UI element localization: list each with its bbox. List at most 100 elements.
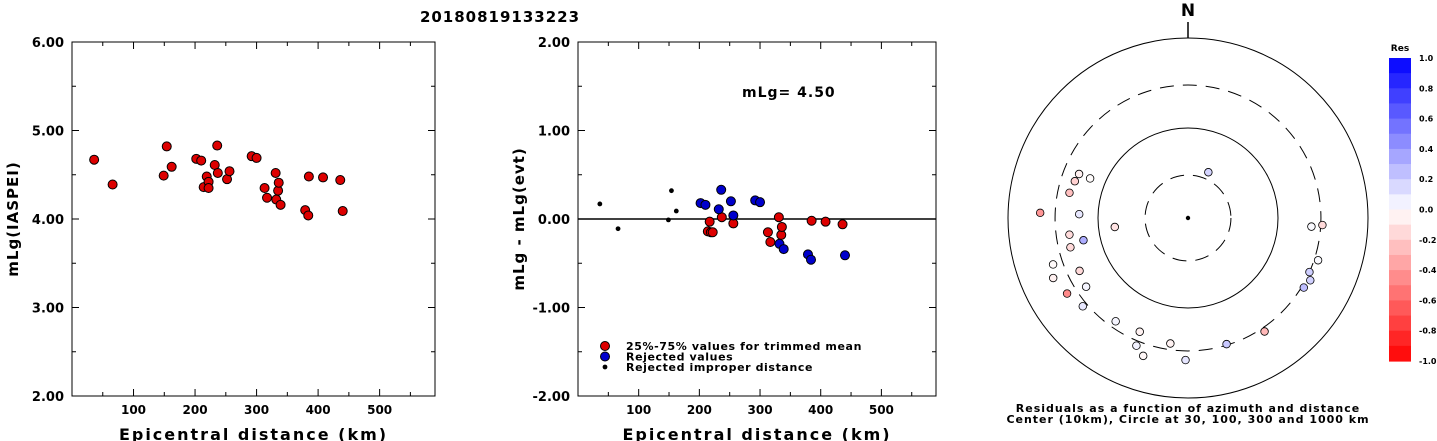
data-point — [212, 140, 223, 151]
station-residual-point — [1035, 208, 1045, 218]
map-caption-line2: Center (10km), Circle at 30, 100, 300 an… — [1006, 413, 1370, 426]
y-tick-label: -2.00 — [533, 390, 570, 405]
data-point — [262, 192, 273, 203]
ring-100km — [1097, 127, 1279, 309]
colorbar-cell — [1389, 270, 1411, 286]
y-tick-label: 5.00 — [32, 125, 64, 140]
colorbar-cell — [1389, 209, 1411, 226]
data-point — [158, 170, 169, 181]
y-tick-label: 3.00 — [32, 302, 64, 317]
legend-marker — [602, 364, 608, 370]
colorbar-label: 1.0 — [1419, 54, 1434, 63]
data-point — [303, 171, 314, 182]
station-residual-point — [1135, 327, 1144, 336]
data-point — [335, 175, 346, 186]
station-residual-point — [1306, 276, 1315, 285]
x-tick-label: 400 — [306, 403, 331, 417]
legend-label: Rejected values — [626, 351, 733, 364]
station-residual-point — [1079, 236, 1088, 245]
station-residual-point — [1074, 169, 1084, 179]
data-point — [337, 206, 348, 217]
azimuth-residual-map: N — [1007, 1, 1369, 399]
residual-vs-distance-plot: 100 200 300 400 500 -2.00 -1.00 0.00 1.00 2.00 Epi… — [510, 36, 937, 441]
station-residual-point — [1075, 210, 1084, 219]
colorbar-cell — [1389, 224, 1411, 241]
data-point — [700, 199, 711, 210]
data-point — [673, 208, 679, 214]
colorbar-cell — [1389, 239, 1411, 256]
colorbar-cell — [1389, 254, 1411, 271]
data-point — [713, 204, 724, 215]
data-point — [716, 184, 727, 195]
station-residual-point — [1070, 177, 1080, 186]
colorbar-cell — [1389, 194, 1411, 211]
data-point — [259, 183, 270, 194]
colorbar-label: -1.0 — [1419, 357, 1437, 366]
data-point — [273, 177, 284, 188]
colorbar-cell — [1389, 118, 1411, 135]
plot-frame — [71, 41, 436, 397]
residual-colorbar: Res 1.0 0.8 0.6 0.4 0.2 0.0 -0.2 -0.4 -0.6 -0.8 -1.… — [1389, 44, 1437, 366]
data-point — [762, 227, 773, 238]
station-residual-point — [1065, 230, 1074, 239]
x-tick-label: 300 — [748, 403, 773, 417]
event-title: 20180819133223 — [419, 8, 581, 26]
station-residual-point — [1204, 168, 1213, 177]
data-point — [224, 166, 235, 177]
colorbar-cell — [1389, 345, 1411, 362]
colorbar-cell — [1389, 133, 1411, 150]
colorbar-cell — [1389, 300, 1411, 317]
colorbar-cell — [1389, 73, 1411, 89]
colorbar-cell — [1389, 148, 1411, 165]
ring-300km — [1054, 84, 1322, 352]
data-point — [597, 201, 603, 207]
station-residual-point — [1110, 222, 1119, 232]
station-residual-point — [1111, 317, 1120, 326]
colorbar-label: -0.8 — [1419, 327, 1437, 336]
colorbar-label: 0.4 — [1419, 145, 1434, 154]
data-point — [806, 215, 817, 226]
station-residual-point — [1081, 282, 1091, 291]
station-residual-point — [1307, 222, 1316, 231]
legend-marker — [600, 351, 610, 362]
y-tick-label: -1.00 — [533, 302, 570, 317]
colorbar-label: 0.6 — [1419, 115, 1434, 124]
data-point — [666, 217, 671, 223]
legend-label: 25%-75% values for trimmed mean — [626, 340, 862, 353]
data-point — [725, 196, 736, 207]
colorbar-title: Res — [1391, 44, 1409, 54]
station-residual-point — [1166, 339, 1175, 348]
data-point — [212, 167, 223, 178]
legend-label: Rejected improper distance — [626, 361, 813, 374]
data-point — [196, 155, 207, 166]
y-tick-label: 2.00 — [538, 36, 570, 51]
y-tick-label: 0.00 — [538, 213, 570, 228]
y-tick-label: 2.00 — [32, 390, 64, 405]
data-point — [820, 216, 831, 227]
x-tick-label: 500 — [869, 403, 894, 417]
x-tick-label: 500 — [367, 403, 392, 417]
station-residual-point — [1075, 266, 1084, 276]
station-residual-point — [1139, 351, 1148, 361]
data-point — [839, 250, 850, 261]
data-point — [704, 216, 715, 227]
colorbar-label: 0.8 — [1419, 84, 1434, 93]
station-residual-point — [1318, 220, 1327, 230]
x-tick-label: 200 — [183, 403, 208, 417]
data-point — [707, 227, 718, 238]
colorbar-cell — [1389, 103, 1411, 120]
station-residual-point — [1066, 243, 1075, 252]
x-tick-label: 100 — [626, 403, 651, 417]
data-point — [755, 197, 766, 208]
data-point — [776, 221, 787, 232]
y-axis-label: mLg - mLg(evt) — [510, 147, 528, 290]
y-tick-label: 6.00 — [32, 36, 64, 51]
station-residual-point — [1078, 302, 1087, 311]
x-tick-label: 300 — [244, 403, 269, 417]
station-residual-point — [1222, 339, 1231, 349]
colorbar-label: 0.2 — [1419, 175, 1433, 184]
data-point — [251, 152, 262, 163]
station-residual-point — [1048, 260, 1058, 269]
data-point — [161, 141, 172, 152]
station-residual-point — [1181, 355, 1190, 365]
